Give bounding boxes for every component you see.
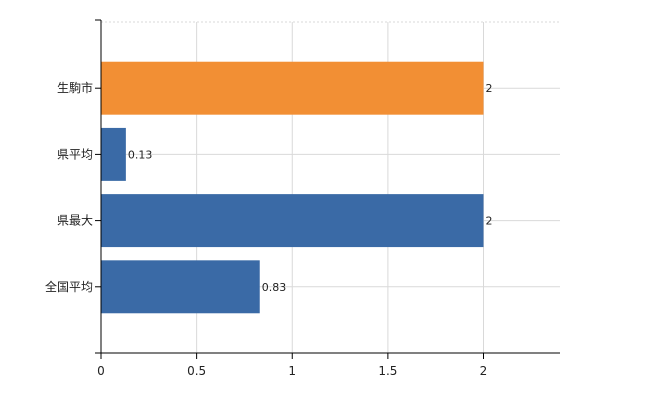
x-tick-label-2: 1 <box>288 364 296 378</box>
y-tick-label-2: 県最大 <box>57 214 93 228</box>
axes <box>95 19 560 359</box>
y-tick-label-3: 全国平均 <box>45 279 93 294</box>
x-tick-label-0: 0 <box>97 364 105 378</box>
x-tick-label-4: 2 <box>480 364 488 378</box>
y-tick-label-1: 県平均 <box>57 147 93 161</box>
x-tick-label-3: 1.5 <box>378 364 397 378</box>
bar-2 <box>101 194 484 248</box>
data-label-2: 2 <box>486 215 493 228</box>
bar-1 <box>101 127 126 181</box>
y-tick-label-0: 生駒市 <box>57 80 93 95</box>
x-tick-label-1: 0.5 <box>187 364 206 378</box>
bar-3 <box>101 260 260 314</box>
bars <box>101 61 484 314</box>
bar-0 <box>101 61 484 115</box>
data-label-1: 0.13 <box>128 148 153 161</box>
data-label-3: 0.83 <box>262 281 287 294</box>
data-label-0: 2 <box>486 82 493 95</box>
